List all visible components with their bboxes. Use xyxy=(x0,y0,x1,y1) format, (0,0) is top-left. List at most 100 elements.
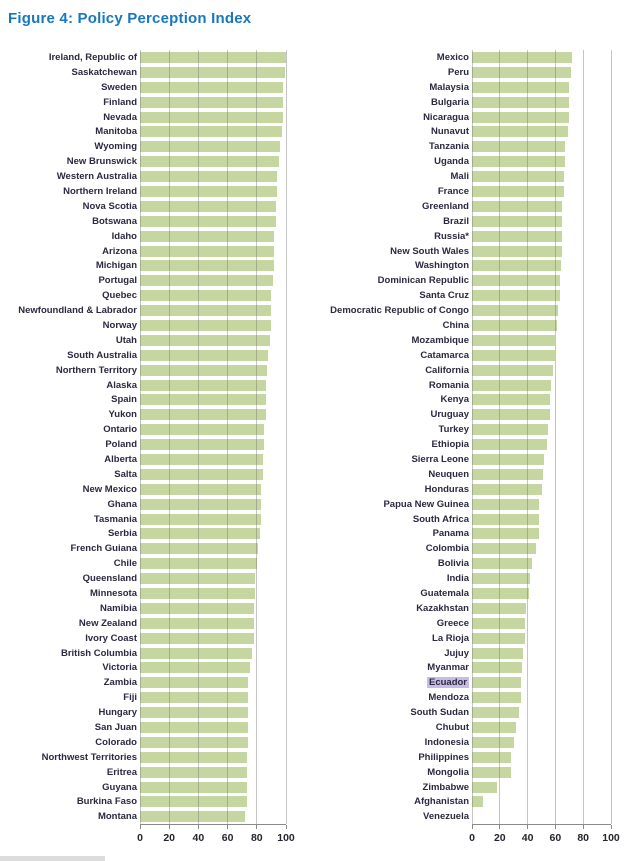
bar-track xyxy=(140,229,286,244)
bar-track xyxy=(472,467,611,482)
category-label: Northern Territory xyxy=(55,364,137,376)
bar-track xyxy=(140,333,286,348)
bar-track xyxy=(140,586,286,601)
axis-tick-label: 20 xyxy=(493,832,506,845)
bar-row: Mendoza xyxy=(321,690,611,705)
bar-track xyxy=(472,482,611,497)
axis-tick-label: 60 xyxy=(221,832,234,845)
category-label: Nova Scotia xyxy=(82,200,137,212)
bar-row: Philippines xyxy=(321,750,611,765)
category-label: Greenland xyxy=(422,200,469,212)
bar-row: Poland xyxy=(8,437,286,452)
bar-track xyxy=(472,437,611,452)
axis-tick-label: 80 xyxy=(250,832,263,845)
bar-row: Mozambique xyxy=(321,333,611,348)
bar xyxy=(472,602,527,614)
bar-track xyxy=(140,675,286,690)
axis-tick xyxy=(227,825,229,830)
bar xyxy=(140,96,284,108)
bar-row: India xyxy=(321,571,611,586)
bar xyxy=(140,453,263,465)
bar xyxy=(472,677,521,689)
bar-row: China xyxy=(321,318,611,333)
category-label: Greece xyxy=(436,617,469,629)
category-label: Tasmania xyxy=(93,513,137,525)
category-label: Papua New Guinea xyxy=(383,498,469,510)
category-label: Panama xyxy=(432,528,469,540)
bar-row: Russia* xyxy=(321,229,611,244)
bar xyxy=(472,453,545,465)
category-label: Mozambique xyxy=(411,334,469,346)
bar-track xyxy=(472,631,611,646)
bar xyxy=(140,409,266,421)
bar-row: Jujuy xyxy=(321,646,611,661)
bar xyxy=(472,171,564,183)
bar-row: Queensland xyxy=(8,571,286,586)
bar-track xyxy=(472,780,611,795)
bar xyxy=(472,126,568,138)
bar xyxy=(140,573,256,585)
category-label: Peru xyxy=(447,66,469,78)
bar-row: Botswana xyxy=(8,214,286,229)
category-label: Malaysia xyxy=(429,81,469,93)
axis-tick-label: 100 xyxy=(277,832,295,845)
bar xyxy=(472,796,484,808)
category-label: South Africa xyxy=(412,513,469,525)
bar xyxy=(472,379,552,391)
category-label: China xyxy=(442,319,469,331)
bar-track xyxy=(472,333,611,348)
bar-track xyxy=(140,303,286,318)
bar-row: Democratic Republic of Congo xyxy=(321,303,611,318)
bar xyxy=(140,126,282,138)
bar-track xyxy=(140,348,286,363)
bar-track xyxy=(140,661,286,676)
bar-row: Zimbabwe xyxy=(321,780,611,795)
bar-row: Catamarca xyxy=(321,348,611,363)
bar-row: Malaysia xyxy=(321,80,611,95)
bar-track xyxy=(472,765,611,780)
bar-track xyxy=(472,750,611,765)
bar xyxy=(472,319,557,331)
category-label: Namibia xyxy=(100,602,137,614)
category-label: Brazil xyxy=(443,215,469,227)
category-label: Alberta xyxy=(104,453,137,465)
bar xyxy=(472,66,571,78)
category-label: Dominican Republic xyxy=(377,275,469,287)
category-label: South Sudan xyxy=(410,707,469,719)
footer-stub xyxy=(0,856,105,861)
axis-tick-label: 80 xyxy=(577,832,590,845)
bar-row: Washington xyxy=(321,258,611,273)
bar-track xyxy=(472,407,611,422)
category-label: British Columbia xyxy=(60,647,137,659)
category-label: Bulgaria xyxy=(430,96,469,108)
bar-track xyxy=(472,154,611,169)
bar xyxy=(140,781,247,793)
category-label: Hungary xyxy=(98,707,137,719)
bar xyxy=(140,707,249,719)
bar-row: Uruguay xyxy=(321,407,611,422)
category-label: Colombia xyxy=(425,543,469,555)
bar xyxy=(140,558,257,570)
bar-track xyxy=(140,720,286,735)
bar-track xyxy=(472,378,611,393)
bar-track xyxy=(140,646,286,661)
category-label: Kenya xyxy=(440,394,469,406)
bar xyxy=(140,394,266,406)
axis-tick xyxy=(256,825,258,830)
bar xyxy=(140,513,262,525)
category-label: France xyxy=(437,185,469,197)
axis-tick xyxy=(139,825,141,830)
category-label: French Guiana xyxy=(70,543,137,555)
bar xyxy=(140,111,284,123)
axis-tick xyxy=(285,825,287,830)
bar-track xyxy=(140,363,286,378)
bar xyxy=(472,513,539,525)
bar-row: Nunavut xyxy=(321,124,611,139)
bar-row: Northern Territory xyxy=(8,363,286,378)
bar-row: Nova Scotia xyxy=(8,199,286,214)
category-label: Mongolia xyxy=(427,766,469,778)
bar-row: Mali xyxy=(321,169,611,184)
bar xyxy=(140,766,247,778)
bar xyxy=(472,573,531,585)
bar-track xyxy=(140,497,286,512)
